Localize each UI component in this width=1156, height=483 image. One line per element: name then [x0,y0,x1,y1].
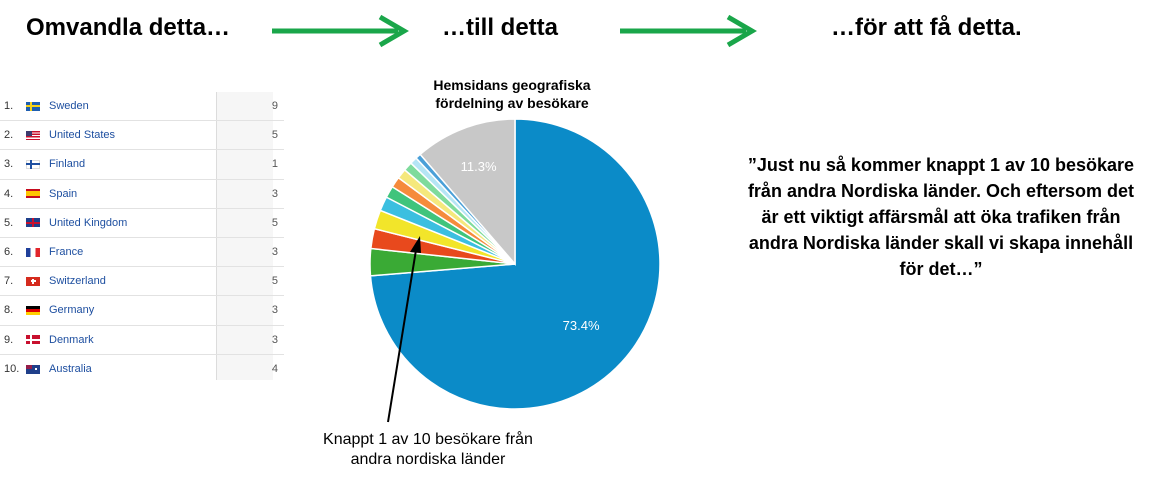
heading-step2: …till detta [442,14,559,41]
table-value-column [217,92,273,380]
flag-germany-icon [26,305,40,315]
table-row: 4. Spain 3 [0,180,284,209]
slice-label: 11.3% [461,159,497,174]
row-value-cut: 3 [271,246,278,259]
quote-text: ”Just nu så kommer knappt 1 av 10 besöka… [747,155,1135,279]
pie-slice [419,118,516,267]
country-link[interactable]: Finland [49,158,86,171]
row-rank: 8. [4,304,14,317]
country-link[interactable]: Spain [49,187,78,200]
row-rank: 9. [4,333,14,346]
arrow-right-icon [620,14,757,48]
row-rank: 3. [4,158,14,171]
country-link[interactable]: Australia [49,363,92,376]
row-rank: 10. [4,363,20,376]
flag-denmark-icon [26,335,40,345]
flag-australia-icon [26,364,40,374]
row-value-cut: 3 [271,304,278,317]
row-value-cut: 9 [271,100,278,113]
table-row: 2. United States 5 [0,121,284,151]
row-rank: 4. [4,187,14,200]
row-value-cut: 4 [271,363,278,376]
row-value-cut: 5 [271,275,278,288]
pie-chart: 73.4% 11.3% [369,118,661,410]
country-link[interactable]: France [49,246,84,259]
table-row: 8. Germany 3 [0,296,284,326]
chart-annotation: Knappt 1 av 10 besökare från andra nordi… [323,431,533,468]
table-row: 9. Denmark 3 [0,326,284,355]
flag-uk-icon [26,218,40,228]
table-row: 10. Australia 4 [0,355,284,384]
chart-title: Hemsidans geografiska fördelning av besö… [433,77,591,111]
flag-finland-icon [26,159,40,169]
country-table: 1. Sweden 9 2. United States 5 3. Finland 1 4. Spa… [0,92,284,380]
table-row: 5. United Kingdom 5 [0,209,284,238]
country-link[interactable]: Switzerland [49,275,106,288]
country-link[interactable]: Germany [49,304,95,317]
flag-usa-icon [26,130,40,140]
row-rank: 5. [4,216,14,229]
country-link[interactable]: United States [49,129,116,142]
table-divider [216,92,217,380]
arrow-right-icon [272,14,409,48]
flag-france-icon [26,247,40,257]
heading-step3: …för att få detta. [831,14,1022,41]
row-value-cut: 3 [271,187,278,200]
slice-label: 73.4% [563,318,600,333]
flag-sweden-icon [26,101,40,111]
row-rank: 7. [4,275,14,288]
table-row: 3. Finland 1 [0,150,284,180]
row-value-cut: 5 [271,129,278,142]
table-row: 1. Sweden 9 [0,92,284,122]
country-link[interactable]: United Kingdom [49,216,128,229]
row-rank: 2. [4,129,14,142]
row-value-cut: 1 [271,158,278,171]
table-row: 7. Switzerland 5 [0,267,284,297]
country-link[interactable]: Sweden [49,100,89,113]
flag-spain-icon [26,189,40,199]
row-rank: 1. [4,100,14,113]
country-link[interactable]: Denmark [49,333,94,346]
row-value-cut: 3 [271,333,278,346]
table-row: 6. France 3 [0,238,284,268]
flag-switzerland-icon [26,276,40,286]
row-value-cut: 5 [271,216,278,229]
heading-step1: Omvandla detta… [26,14,231,41]
row-rank: 6. [4,246,14,259]
